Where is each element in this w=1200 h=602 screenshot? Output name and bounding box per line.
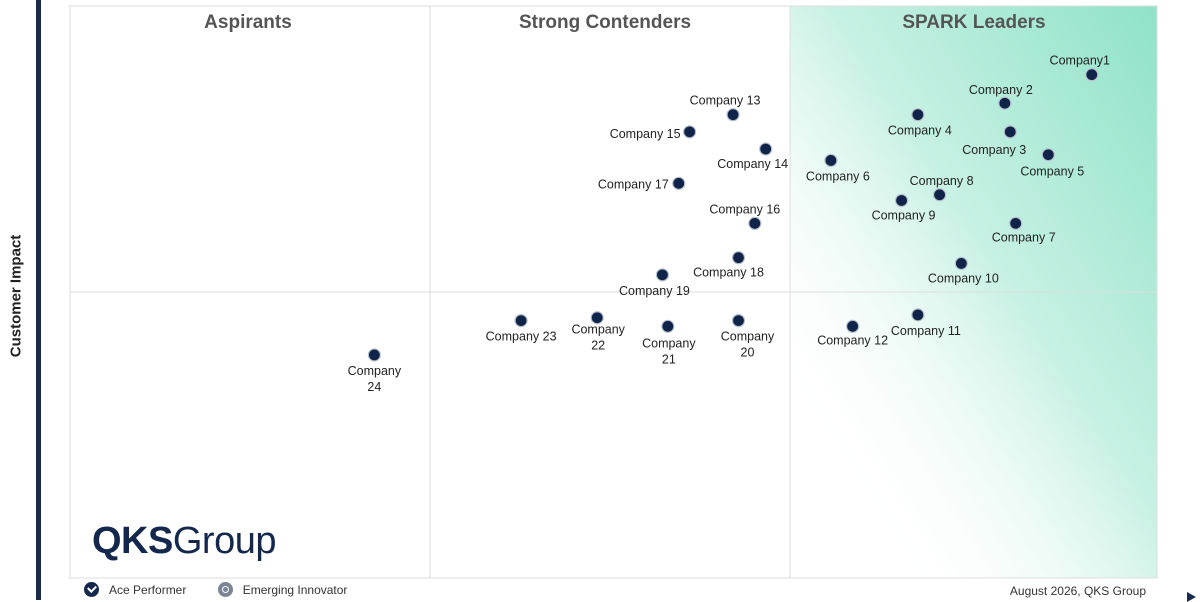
point-label: Company 11 [891,324,961,338]
point-label: Company 6 [806,169,870,183]
lightbulb-badge-icon [217,582,233,597]
data-point [655,268,670,282]
legend-ace-label: Ace Performer [109,582,187,597]
point-label: Company 13 [690,94,761,108]
data-point [590,311,604,325]
point-label: Company 14 [717,157,788,171]
legend-emerging-label: Emerging Innovator [242,582,348,597]
data-point [726,108,740,122]
data-point [1041,148,1055,162]
point-label: Company 9 [872,208,936,222]
data-point [731,314,746,328]
qks-group-logo: QKSGroup [92,520,276,563]
point-label: Company1 [1050,54,1110,68]
data-point [911,108,925,122]
data-point [1085,68,1099,82]
point-label: Company 20 [721,330,775,360]
point-label: Company 5 [1020,165,1084,179]
data-point [367,348,381,362]
point-label: Company 12 [817,333,888,347]
data-point [672,176,686,190]
data-point [911,308,925,322]
footer-date-source: August 2026, QKS Group [1009,584,1146,598]
point-label: Company 4 [888,124,952,138]
data-point [824,153,838,168]
point-label: Company 23 [486,330,557,344]
point-label: Company 16 [709,202,780,216]
legend-ace-performer: Ace Performer [84,582,186,597]
point-label: Company 3 [962,143,1026,157]
point-label: Company 15 [610,127,681,141]
data-point [759,142,773,156]
data-point [1009,216,1023,230]
data-point [894,193,909,208]
legend: Ace Performer Emerging Innovator [84,582,375,600]
data-point [932,188,947,202]
logo-group: Group [172,520,277,562]
point-label: Company 21 [642,336,696,366]
point-label: Company 17 [598,177,669,191]
data-point [514,314,528,328]
legend-emerging-innovator: Emerging Innovator [217,582,348,597]
quadrant-title: Strong Contenders [519,12,691,33]
point-label: Company 22 [571,323,625,353]
data-point [846,319,860,333]
data-point [998,96,1012,110]
check-badge-icon [84,582,99,597]
quadrant-title: Aspirants [204,12,292,33]
data-point [748,216,762,230]
point-label: Company 8 [910,174,974,188]
quadrant-title: SPARK Leaders [902,12,1045,33]
point-label: Company 10 [928,271,999,285]
arrow-right-icon [1187,592,1196,602]
logo-qks: QKS [92,520,173,562]
data-point [682,125,697,139]
point-label: Company 7 [992,230,1056,244]
data-point [954,256,968,270]
point-label: Company 19 [619,284,690,298]
left-rule [36,0,41,600]
data-point [661,319,675,333]
data-point [1003,125,1017,139]
point-label: Company 18 [693,266,764,280]
point-label: Company 24 [348,364,402,394]
point-label: Company 2 [969,83,1033,97]
data-point [731,251,746,265]
